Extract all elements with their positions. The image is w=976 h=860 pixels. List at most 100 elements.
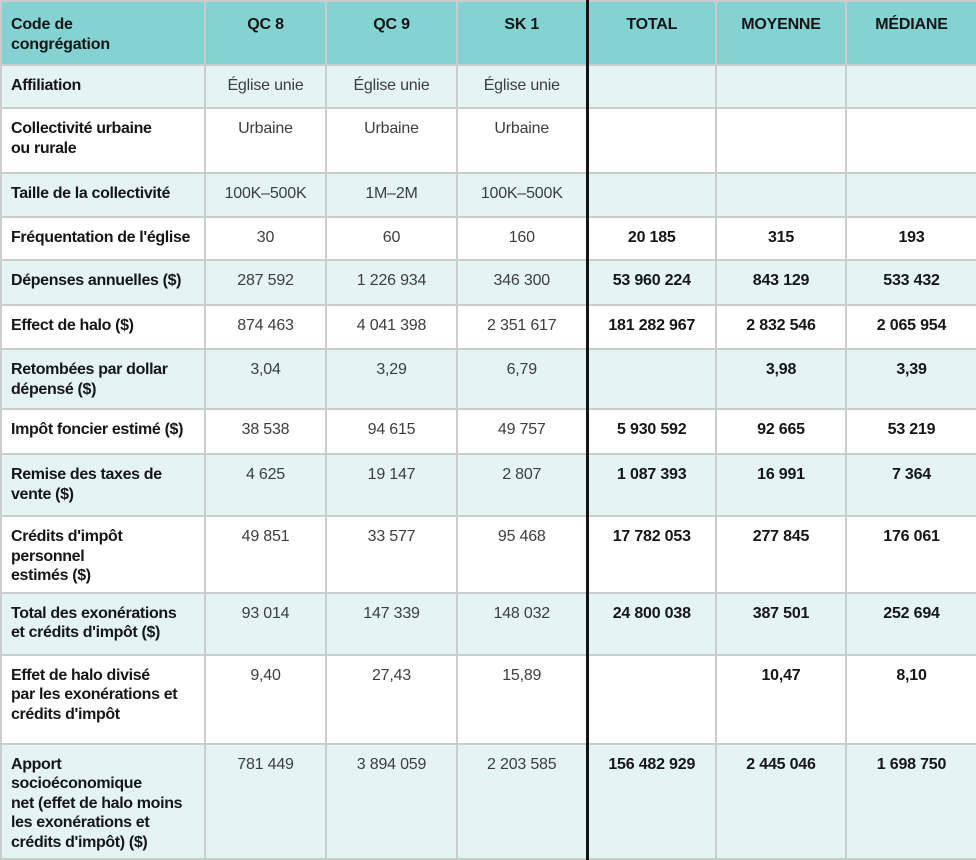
table-row: Apport socioéconomique net (effet de hal… — [0, 742, 976, 860]
cell-moyenne: 2 832 546 — [715, 304, 847, 350]
cell-qc9: 60 — [325, 216, 458, 261]
cell-sk1: 95 468 — [456, 515, 588, 594]
cell-qc9: 3 894 059 — [325, 742, 458, 860]
table-row: Taille de la collectivité 100K–500K 1M–2… — [0, 172, 976, 218]
header-row: Code de congrégation QC 8 QC 9 SK 1 TOTA… — [0, 0, 976, 66]
cell-moyenne: 2 445 046 — [715, 742, 847, 860]
row-label: Effet de halo divisé par les exonération… — [0, 653, 206, 745]
cell-qc9: 4 041 398 — [325, 304, 458, 350]
cell-mediane — [845, 107, 976, 174]
table-row: Effect de halo ($) 874 463 4 041 398 2 3… — [0, 304, 976, 350]
column-header-sk1: SK 1 — [456, 0, 588, 66]
cell-mediane: 1 698 750 — [845, 742, 976, 860]
cell-sk1: 6,79 — [456, 348, 588, 410]
cell-mediane: 2 065 954 — [845, 304, 976, 350]
cell-qc8: 4 625 — [204, 453, 327, 517]
cell-total: 17 782 053 — [585, 515, 717, 594]
row-label: Apport socioéconomique net (effet de hal… — [0, 742, 206, 860]
column-header-total: TOTAL — [585, 0, 717, 66]
cell-qc8: 781 449 — [204, 742, 327, 860]
cell-mediane: 53 219 — [845, 408, 976, 455]
cell-qc8: 874 463 — [204, 304, 327, 350]
cell-total — [585, 172, 717, 218]
cell-mediane — [845, 64, 976, 109]
cell-qc8: 3,04 — [204, 348, 327, 410]
cell-total — [585, 348, 717, 410]
cell-sk1: 2 203 585 — [456, 742, 588, 860]
table-row: Affiliation Église unie Église unie Égli… — [0, 64, 976, 109]
cell-total: 5 930 592 — [585, 408, 717, 455]
table-row: Fréquentation de l'église 30 60 160 20 1… — [0, 216, 976, 261]
cell-qc9: 94 615 — [325, 408, 458, 455]
cell-mediane: 3,39 — [845, 348, 976, 410]
cell-moyenne: 277 845 — [715, 515, 847, 594]
column-header-moyenne: MOYENNE — [715, 0, 847, 66]
row-label: Affiliation — [0, 64, 206, 109]
cell-qc8: 93 014 — [204, 591, 327, 656]
row-label: Remise des taxes de vente ($) — [0, 453, 206, 517]
cell-sk1: Urbaine — [456, 107, 588, 174]
table-row: Dépenses annuelles ($) 287 592 1 226 934… — [0, 259, 976, 306]
row-label: Retombées par dollar dépensé ($) — [0, 348, 206, 410]
table-row: Impôt foncier estimé ($) 38 538 94 615 4… — [0, 408, 976, 455]
table-row: Effet de halo divisé par les exonération… — [0, 653, 976, 745]
cell-sk1: 15,89 — [456, 653, 588, 745]
table-row: Retombées par dollar dépensé ($) 3,04 3,… — [0, 348, 976, 410]
table-row: Total des exonérations et crédits d'impô… — [0, 591, 976, 656]
cell-mediane: 176 061 — [845, 515, 976, 594]
cell-qc8: 9,40 — [204, 653, 327, 745]
cell-total: 181 282 967 — [585, 304, 717, 350]
cell-mediane: 252 694 — [845, 591, 976, 656]
cell-qc9: 3,29 — [325, 348, 458, 410]
cell-qc9: Église unie — [325, 64, 458, 109]
cell-sk1: Église unie — [456, 64, 588, 109]
cell-qc8: Urbaine — [204, 107, 327, 174]
cell-total — [585, 107, 717, 174]
cell-total: 156 482 929 — [585, 742, 717, 860]
cell-moyenne — [715, 172, 847, 218]
cell-moyenne: 92 665 — [715, 408, 847, 455]
cell-moyenne: 315 — [715, 216, 847, 261]
cell-mediane: 193 — [845, 216, 976, 261]
cell-sk1: 148 032 — [456, 591, 588, 656]
row-label: Total des exonérations et crédits d'impô… — [0, 591, 206, 656]
cell-qc8: 100K–500K — [204, 172, 327, 218]
table-row: Remise des taxes de vente ($) 4 625 19 1… — [0, 453, 976, 517]
row-label: Fréquentation de l'église — [0, 216, 206, 261]
cell-qc8: 38 538 — [204, 408, 327, 455]
cell-mediane: 7 364 — [845, 453, 976, 517]
column-header-qc8: QC 8 — [204, 0, 327, 66]
cell-moyenne: 387 501 — [715, 591, 847, 656]
cell-sk1: 2 351 617 — [456, 304, 588, 350]
cell-moyenne: 843 129 — [715, 259, 847, 306]
cell-mediane: 533 432 — [845, 259, 976, 306]
cell-sk1: 2 807 — [456, 453, 588, 517]
cell-qc8: Église unie — [204, 64, 327, 109]
cell-qc8: 49 851 — [204, 515, 327, 594]
row-label: Dépenses annuelles ($) — [0, 259, 206, 306]
cell-qc8: 287 592 — [204, 259, 327, 306]
cell-moyenne — [715, 107, 847, 174]
cell-qc9: 33 577 — [325, 515, 458, 594]
cell-moyenne: 10,47 — [715, 653, 847, 745]
row-label: Collectivité urbaine ou rurale — [0, 107, 206, 174]
column-header-qc9: QC 9 — [325, 0, 458, 66]
cell-total — [585, 653, 717, 745]
cell-sk1: 49 757 — [456, 408, 588, 455]
cell-total: 20 185 — [585, 216, 717, 261]
column-header-code: Code de congrégation — [0, 0, 206, 66]
row-label: Taille de la collectivité — [0, 172, 206, 218]
cell-sk1: 346 300 — [456, 259, 588, 306]
cell-total: 24 800 038 — [585, 591, 717, 656]
column-header-mediane: MÉDIANE — [845, 0, 976, 66]
row-label: Effect de halo ($) — [0, 304, 206, 350]
table-row: Collectivité urbaine ou rurale Urbaine U… — [0, 107, 976, 174]
cell-qc8: 30 — [204, 216, 327, 261]
cell-moyenne — [715, 64, 847, 109]
cell-qc9: 27,43 — [325, 653, 458, 745]
cell-moyenne: 16 991 — [715, 453, 847, 517]
cell-qc9: 1 226 934 — [325, 259, 458, 306]
row-label: Impôt foncier estimé ($) — [0, 408, 206, 455]
cell-qc9: Urbaine — [325, 107, 458, 174]
